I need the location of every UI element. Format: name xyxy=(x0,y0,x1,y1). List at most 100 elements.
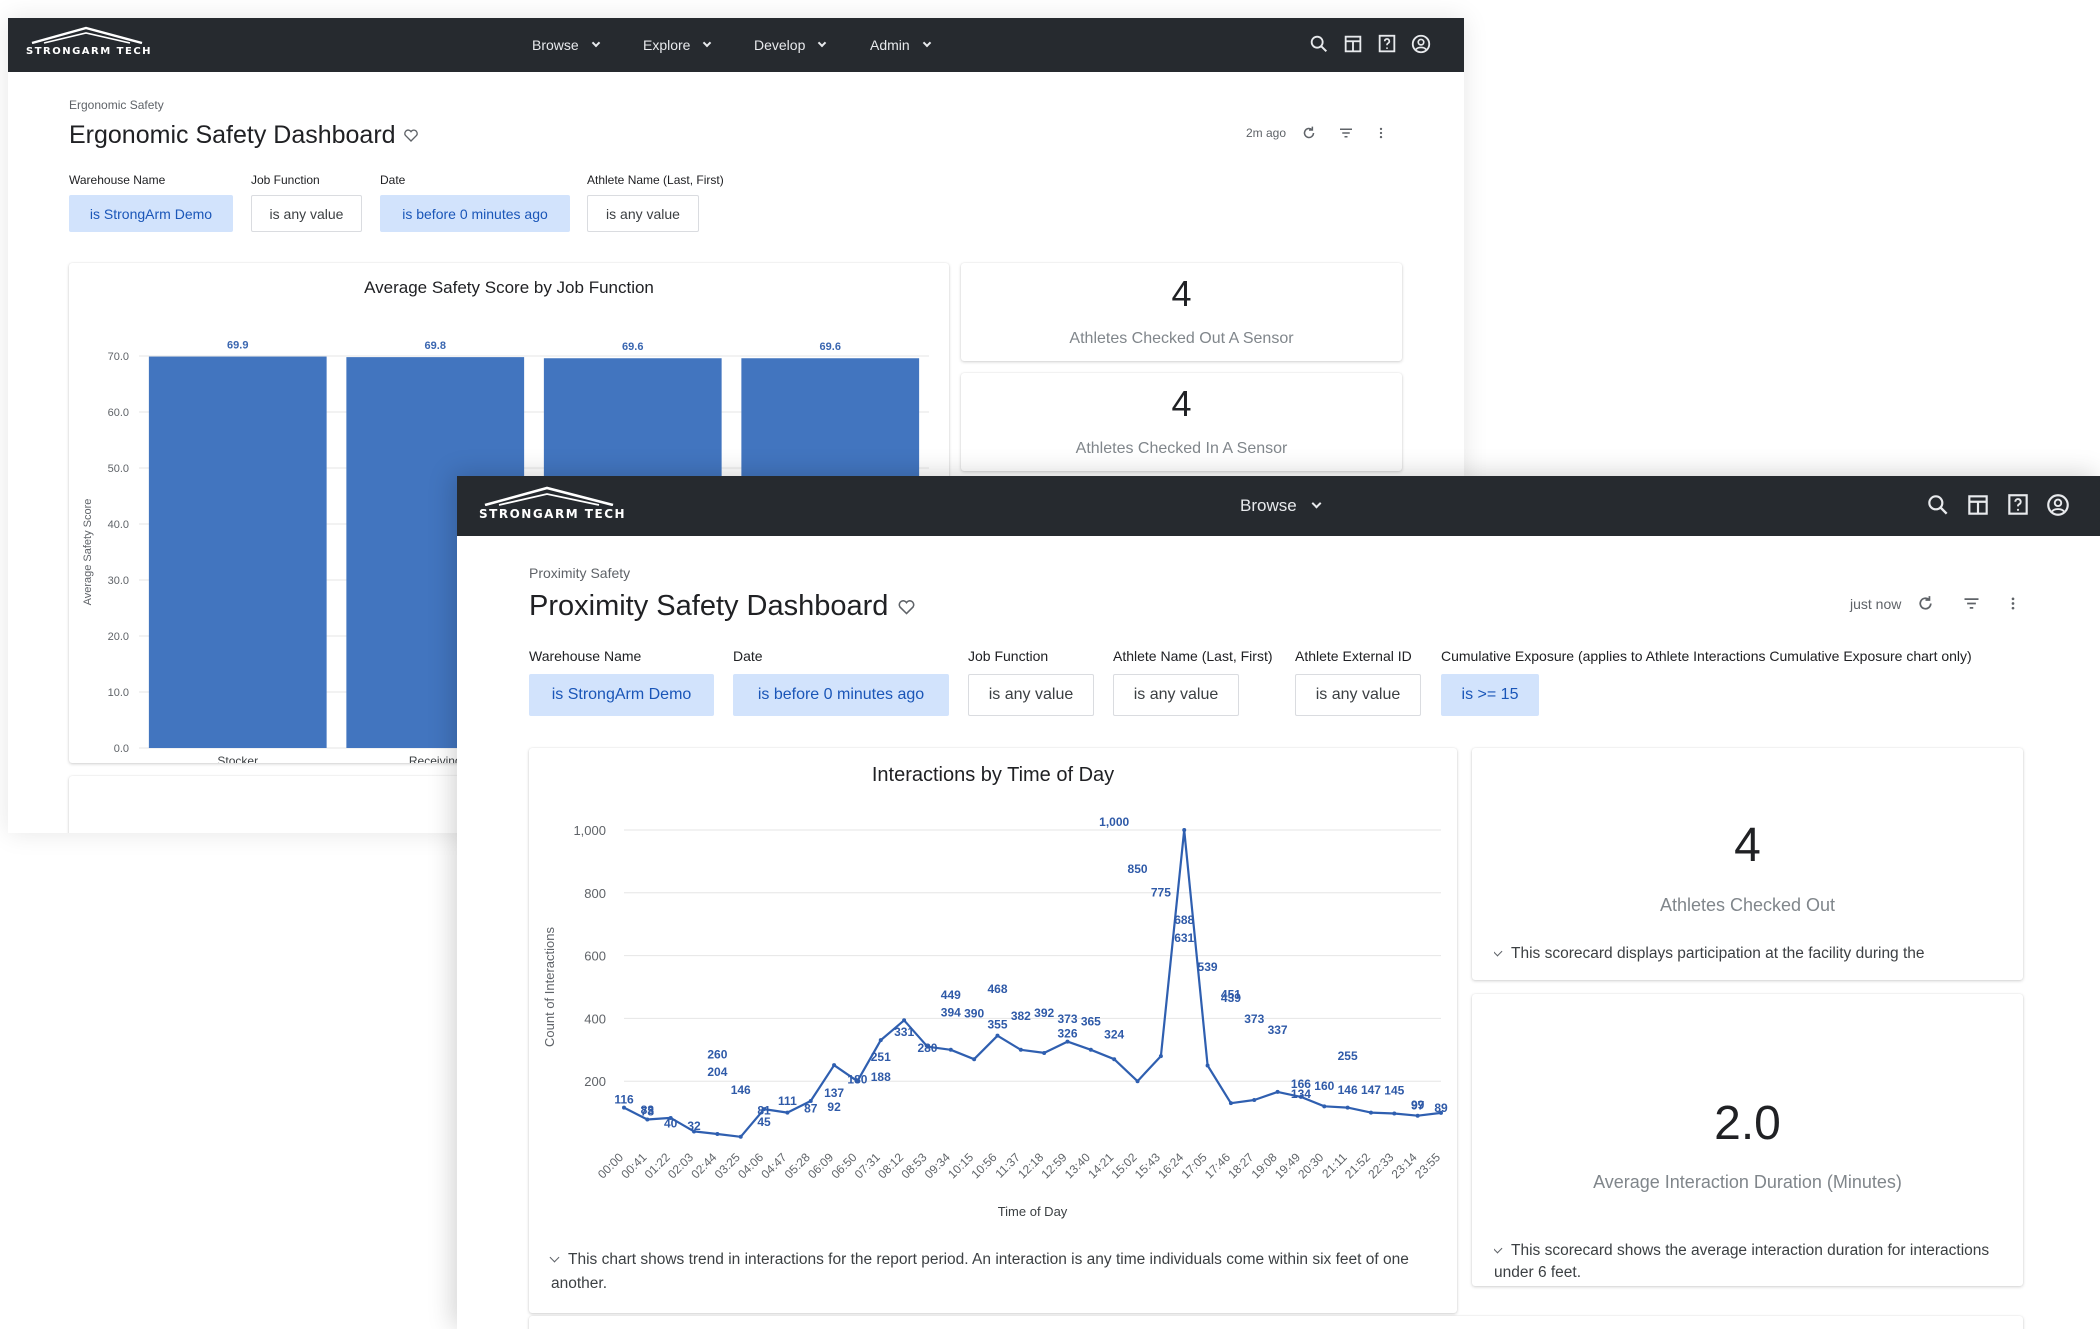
y-axis-label: Average Safety Score xyxy=(82,499,94,606)
data-label: 394 xyxy=(941,1005,961,1019)
data-point xyxy=(855,1079,860,1084)
x-tick-label: 17:05 xyxy=(1179,1150,1210,1181)
marketplace-icon[interactable] xyxy=(1342,33,1364,55)
data-label: 373 xyxy=(1244,1012,1264,1026)
chevron-down-icon xyxy=(922,38,931,48)
data-point xyxy=(1042,1050,1047,1055)
x-tick-label: 09:34 xyxy=(922,1150,953,1181)
favorite-heart-icon[interactable] xyxy=(402,126,420,144)
scorecard-description[interactable]: This scorecard displays participation at… xyxy=(1494,945,2004,963)
filter-chip-warehouse[interactable]: is StrongArm Demo xyxy=(529,674,714,716)
data-point xyxy=(1228,1101,1233,1106)
top-nav-bar: STRONGARM TECH Browse Explore Develop Ad… xyxy=(8,18,1464,72)
data-label: 373 xyxy=(1057,1012,1077,1026)
help-icon[interactable] xyxy=(1376,33,1398,55)
page-title-text: Ergonomic Safety Dashboard xyxy=(69,120,396,149)
chevron-down-icon xyxy=(1311,498,1322,509)
scorecard-value: 2.0 xyxy=(1714,1097,1781,1150)
y-tick-label: 60.0 xyxy=(108,407,129,419)
chart-description[interactable]: This chart shows trend in interactions f… xyxy=(549,1248,1441,1296)
filter-icon[interactable] xyxy=(1336,124,1356,142)
data-label: 326 xyxy=(1057,1027,1077,1041)
favorite-heart-icon[interactable] xyxy=(896,596,917,617)
data-label: 134 xyxy=(1291,1087,1311,1101)
last-updated-text: just now xyxy=(1850,595,1902,612)
filter-label-external-id: Athlete External ID xyxy=(1295,648,1412,664)
data-point xyxy=(1252,1098,1257,1103)
search-icon[interactable] xyxy=(1308,33,1330,55)
scorecard-athletes-checked-out: 4 Athletes Checked Out This scorecard di… xyxy=(1472,748,2023,980)
refresh-icon[interactable] xyxy=(1300,124,1318,142)
filter-chip-warehouse[interactable]: is StrongArm Demo xyxy=(69,195,233,232)
x-tick-label: 15:43 xyxy=(1132,1150,1163,1181)
filter-icon[interactable] xyxy=(1960,593,1983,614)
data-label: 251 xyxy=(871,1050,891,1064)
x-tick-label: 10:56 xyxy=(968,1150,999,1181)
menu-develop[interactable]: Develop xyxy=(754,37,870,53)
search-icon[interactable] xyxy=(1925,492,1951,518)
x-tick-label: Receiving xyxy=(409,754,462,763)
scorecard-checked-out: 4 Athletes Checked Out A Sensor xyxy=(961,263,1402,361)
data-label: 392 xyxy=(1034,1006,1054,1020)
data-label: 355 xyxy=(987,1018,1007,1032)
scorecard-description[interactable]: This scorecard shows the average interac… xyxy=(1494,1240,2004,1278)
data-label: 688 xyxy=(1174,913,1194,927)
x-tick-label: 18:27 xyxy=(1225,1150,1256,1181)
breadcrumb[interactable]: Ergonomic Safety xyxy=(69,98,164,112)
proximity-dashboard-window: STRONGARM TECH Browse Proximity Safety P… xyxy=(457,476,2100,1329)
account-icon[interactable] xyxy=(1410,33,1432,55)
x-tick-label: Stocker xyxy=(217,754,258,763)
scorecard-checked-in: 4 Athletes Checked In A Sensor xyxy=(961,373,1402,471)
x-tick-label: 13:40 xyxy=(1062,1150,1093,1181)
strongarm-logo[interactable]: STRONGARM TECH xyxy=(479,486,626,521)
filter-chip-external-id[interactable]: is any value xyxy=(1295,674,1421,716)
scorecard-value: 4 xyxy=(1171,273,1192,314)
more-options-icon[interactable] xyxy=(1374,124,1388,142)
data-point xyxy=(948,1047,953,1052)
x-tick-label: 22:33 xyxy=(1365,1150,1396,1181)
refresh-icon[interactable] xyxy=(1915,593,1936,614)
filter-chip-cumulative-exposure[interactable]: is >= 15 xyxy=(1441,674,1539,716)
filter-chip-athlete[interactable]: is any value xyxy=(587,195,699,232)
data-label: 204 xyxy=(707,1065,727,1079)
data-label: 145 xyxy=(1384,1083,1404,1097)
x-tick-label: 02:44 xyxy=(688,1150,719,1181)
bar-chart-title: Average Safety Score by Job Function xyxy=(364,278,654,297)
filter-label-warehouse: Warehouse Name xyxy=(529,648,642,664)
strongarm-logo[interactable]: STRONGARM TECH xyxy=(26,26,152,57)
help-icon[interactable] xyxy=(2005,492,2031,518)
filter-chip-date[interactable]: is before 0 minutes ago xyxy=(380,195,570,232)
filter-chip-job-function[interactable]: is any value xyxy=(251,195,362,232)
y-tick-label: 40.0 xyxy=(108,519,129,531)
breadcrumb[interactable]: Proximity Safety xyxy=(529,565,631,581)
x-tick-label: 16:24 xyxy=(1155,1150,1186,1181)
filter-chip-athlete[interactable]: is any value xyxy=(1113,674,1239,716)
x-tick-label: 12:18 xyxy=(1015,1150,1046,1181)
menu-explore[interactable]: Explore xyxy=(643,37,754,53)
y-tick-label: 70.0 xyxy=(108,351,129,363)
more-options-icon[interactable] xyxy=(2005,593,2021,614)
y-axis-label: Count of Interactions xyxy=(542,927,557,1047)
marketplace-icon[interactable] xyxy=(1965,492,1991,518)
data-label: 111 xyxy=(778,1094,797,1108)
bar-data-label: 69.9 xyxy=(227,340,248,352)
menu-browse[interactable]: Browse xyxy=(1240,496,1322,516)
chevron-down-icon xyxy=(1494,1243,1503,1254)
scorecard-label: Athletes Checked Out A Sensor xyxy=(1069,330,1294,347)
account-icon[interactable] xyxy=(2045,492,2071,518)
scorecard-label: Athletes Checked Out xyxy=(1659,895,1836,915)
data-label: 337 xyxy=(1268,1023,1288,1037)
data-point xyxy=(1182,828,1187,832)
x-tick-label: 21:52 xyxy=(1342,1150,1373,1181)
data-label: 78 xyxy=(641,1105,655,1119)
data-label: 365 xyxy=(1081,1014,1101,1028)
data-label: 32 xyxy=(687,1119,701,1133)
data-label: 45 xyxy=(757,1115,771,1129)
menu-admin[interactable]: Admin xyxy=(870,37,960,53)
filter-chip-job-function[interactable]: is any value xyxy=(968,674,1094,716)
filter-chip-date[interactable]: is before 0 minutes ago xyxy=(733,674,949,716)
menu-browse[interactable]: Browse xyxy=(532,37,643,53)
y-tick-label: 1,000 xyxy=(573,823,606,838)
data-point xyxy=(1158,1054,1163,1059)
data-label: 324 xyxy=(1104,1027,1124,1041)
